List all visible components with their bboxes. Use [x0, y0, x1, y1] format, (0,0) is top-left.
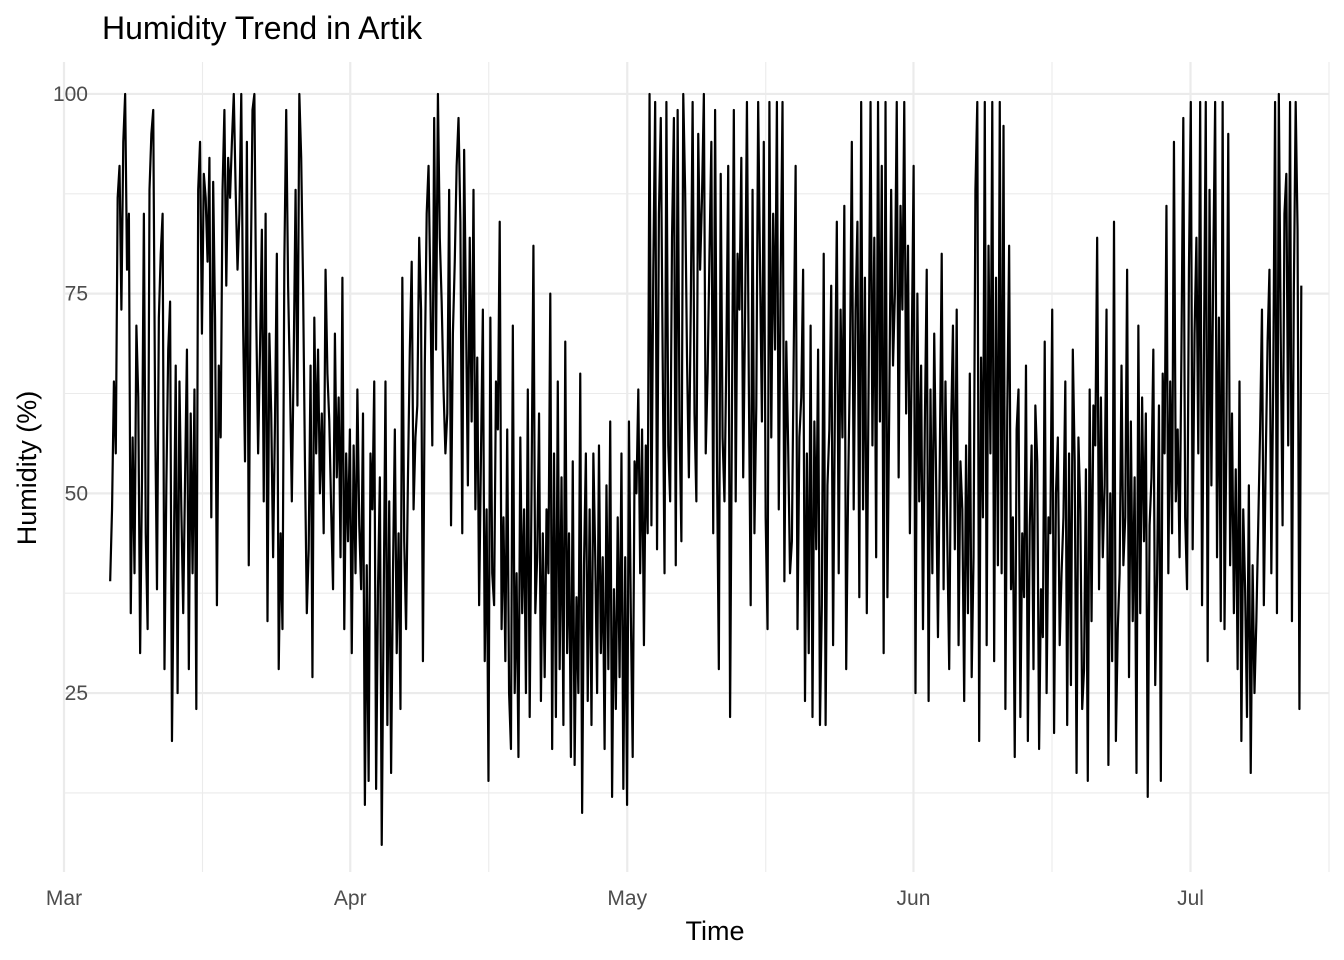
y-axis-tick-labels: 25 50 75 100: [53, 83, 88, 705]
y-tick-label-2: 75: [65, 283, 88, 306]
minor-gridlines: [64, 62, 1330, 872]
x-tick-label-3: Jun: [897, 887, 931, 910]
y-tick-label-1: 50: [65, 482, 88, 505]
x-axis-tick-labels: Mar Apr May Jun Jul: [46, 887, 1204, 910]
x-tick-label-1: Apr: [334, 887, 367, 910]
x-tick-label-0: Mar: [46, 887, 82, 910]
y-axis-title: Humidity (%): [12, 391, 42, 546]
x-tick-label-2: May: [607, 887, 647, 910]
y-tick-label-0: 25: [65, 682, 88, 705]
x-axis-title: Time: [686, 916, 745, 946]
y-tick-label-3: 100: [53, 83, 88, 106]
chart-title: Humidity Trend in Artik: [102, 10, 423, 46]
x-tick-label-4: Jul: [1177, 887, 1204, 910]
humidity-series-line: [109, 92, 1303, 846]
